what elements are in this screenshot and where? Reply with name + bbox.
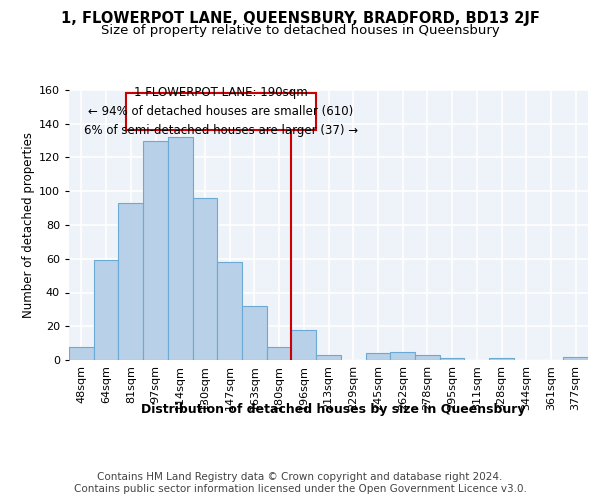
Text: 1, FLOWERPOT LANE, QUEENSBURY, BRADFORD, BD13 2JF: 1, FLOWERPOT LANE, QUEENSBURY, BRADFORD,… [61, 11, 539, 26]
Bar [193, 198, 217, 360]
Text: 1 FLOWERPOT LANE: 190sqm
← 94% of detached houses are smaller (610)
6% of semi-d: 1 FLOWERPOT LANE: 190sqm ← 94% of detach… [83, 86, 358, 138]
Bar [143, 140, 168, 360]
Bar [267, 346, 292, 360]
Bar [168, 137, 193, 360]
Bar [217, 262, 242, 360]
Bar [489, 358, 514, 360]
Bar [118, 203, 143, 360]
Text: Contains public sector information licensed under the Open Government Licence v3: Contains public sector information licen… [74, 484, 526, 494]
Bar [563, 356, 588, 360]
Bar [94, 260, 118, 360]
Bar [365, 353, 390, 360]
Y-axis label: Number of detached properties: Number of detached properties [22, 132, 35, 318]
FancyBboxPatch shape [126, 94, 316, 130]
Bar [440, 358, 464, 360]
Text: Contains HM Land Registry data © Crown copyright and database right 2024.: Contains HM Land Registry data © Crown c… [97, 472, 503, 482]
Text: Distribution of detached houses by size in Queensbury: Distribution of detached houses by size … [141, 402, 525, 415]
Text: Size of property relative to detached houses in Queensbury: Size of property relative to detached ho… [101, 24, 499, 37]
Bar [292, 330, 316, 360]
Bar [316, 355, 341, 360]
Bar [415, 355, 440, 360]
Bar [390, 352, 415, 360]
Bar [242, 306, 267, 360]
Bar [69, 346, 94, 360]
